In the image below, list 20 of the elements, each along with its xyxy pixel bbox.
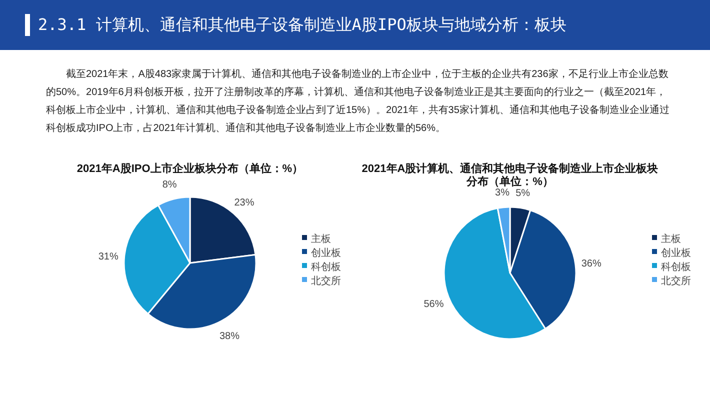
legend-label: 主板 bbox=[311, 233, 331, 245]
legend-label: 北交所 bbox=[661, 275, 691, 287]
text: 2.3.1 计算机、通信和其他电子设备制造业A股IPO板块与地域分析：板块 bbox=[38, 14, 566, 36]
data-label: 3% bbox=[495, 187, 510, 198]
data-label: 36% bbox=[581, 258, 602, 270]
legend-label: 科创板 bbox=[661, 261, 691, 273]
data-label: 8% bbox=[162, 180, 177, 191]
text: 截至2021年末，A股483家隶属于计算机、通信和其他电子设备制造业的上市企业中，位于主板的企业共有236家，不足行业上市企业总数的50%。2019年6月科创板开板，拉开了注册制改革的序幕，计算机、通信和其他电子设备制造业正是其主要面向的行业之一（截至2021年，科创板上市企业中，计算机、通信和其他电子设备制造企业占到了近15%）。2021年，共有35家计算机、通信和其他电子设备制造业企业通过科创板成功IPO上市，占2021年计算机、通信和其他电子设备制造业上市企业数量的56%。 bbox=[46, 68, 670, 136]
data-label: 23% bbox=[234, 197, 254, 208]
legend-label: 创业板 bbox=[311, 247, 341, 259]
legend-label: 主板 bbox=[661, 233, 681, 245]
chart-title: 2021年A股IPO上市企业板块分布（单位：%） bbox=[76, 162, 304, 175]
data-label: 5% bbox=[516, 188, 530, 200]
data-label: 56% bbox=[424, 299, 444, 310]
data-label: 31% bbox=[98, 251, 118, 262]
data-label: 38% bbox=[219, 330, 240, 342]
legend-label: 科创板 bbox=[311, 261, 341, 273]
legend-label: 北交所 bbox=[311, 275, 341, 287]
legend-label: 创业板 bbox=[661, 247, 691, 259]
chart-title: 2021年A股计算机、通信和其他电子设备制造业上市企业板块分布（单位：%） bbox=[362, 162, 658, 188]
